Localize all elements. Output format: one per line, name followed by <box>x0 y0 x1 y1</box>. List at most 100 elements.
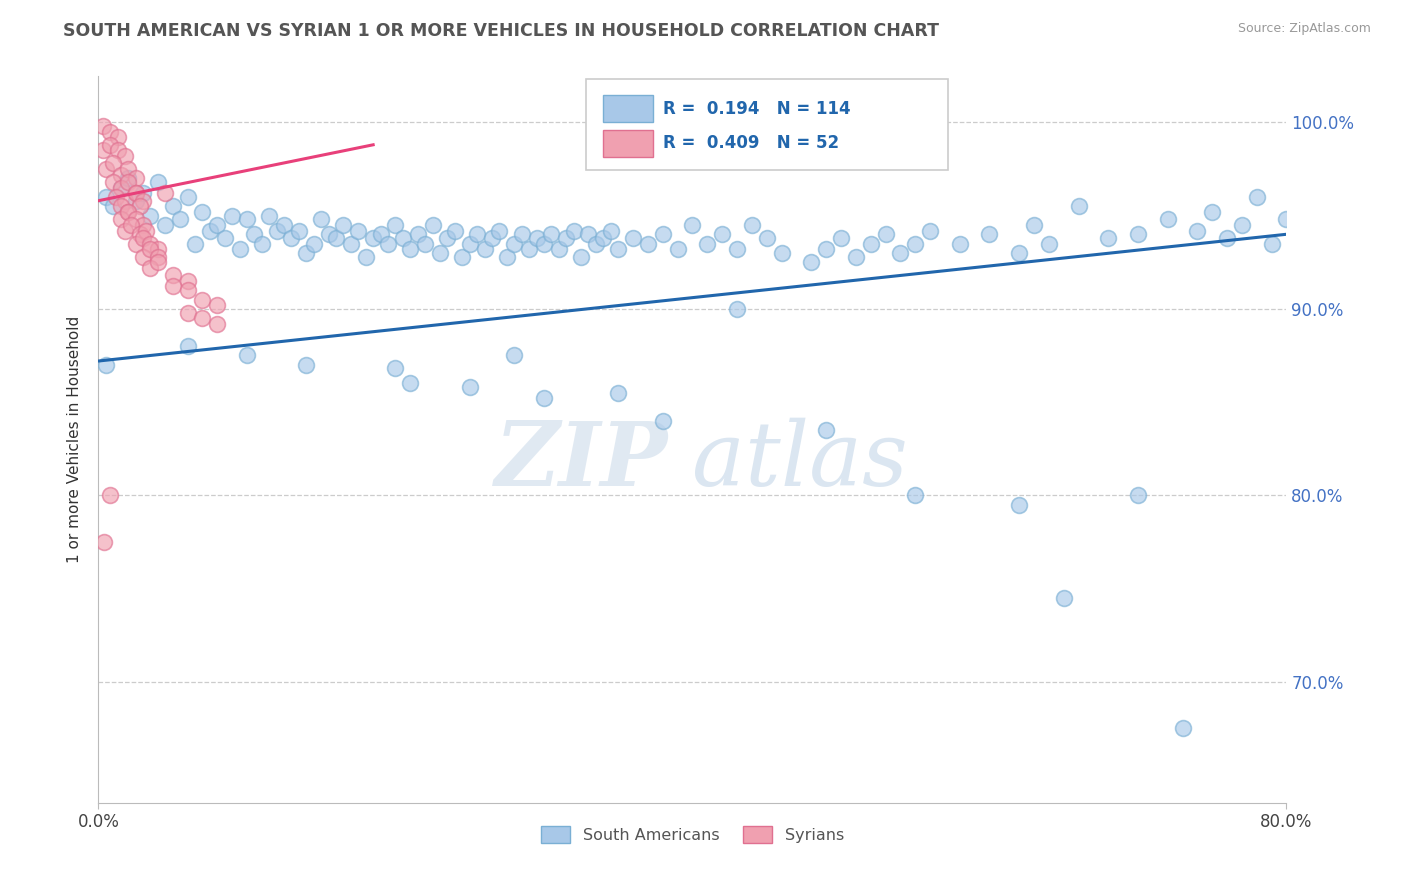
Point <box>228 242 250 256</box>
Point <box>422 218 444 232</box>
Point <box>146 242 169 256</box>
Point <box>443 223 465 237</box>
Point <box>302 236 325 251</box>
Point <box>1216 231 1239 245</box>
Point <box>725 301 748 316</box>
Point <box>904 488 927 502</box>
Point <box>436 231 458 245</box>
Point <box>132 231 155 245</box>
Point <box>124 236 146 251</box>
Point <box>93 534 115 549</box>
Point <box>176 274 198 288</box>
Point <box>236 348 259 362</box>
Point <box>889 246 911 260</box>
Point <box>117 205 139 219</box>
Point <box>904 236 927 251</box>
Point <box>533 236 555 251</box>
Point <box>129 227 152 242</box>
Point <box>517 242 540 256</box>
Point <box>1008 498 1031 512</box>
FancyBboxPatch shape <box>603 95 654 122</box>
Point <box>117 175 139 189</box>
Point <box>1038 236 1060 251</box>
Point <box>124 212 146 227</box>
Point <box>103 156 125 170</box>
Point <box>592 231 614 245</box>
Point <box>555 231 578 245</box>
Point <box>599 223 621 237</box>
Point <box>205 218 228 232</box>
Point <box>458 236 481 251</box>
Point <box>309 212 332 227</box>
Point <box>354 250 377 264</box>
Point <box>1156 212 1178 227</box>
Point <box>1126 227 1149 242</box>
Point <box>139 236 162 251</box>
Point <box>288 223 311 237</box>
Point <box>1053 591 1076 605</box>
Point <box>191 293 214 307</box>
Point <box>295 246 318 260</box>
Point <box>214 231 236 245</box>
Text: atlas: atlas <box>692 417 908 505</box>
Point <box>1305 199 1327 213</box>
Point <box>1260 236 1282 251</box>
Point <box>830 231 852 245</box>
Point <box>110 168 132 182</box>
Point <box>681 218 703 232</box>
Point <box>875 227 897 242</box>
Point <box>481 231 503 245</box>
Point <box>280 231 302 245</box>
Point <box>399 242 422 256</box>
Point <box>384 361 406 376</box>
Point <box>920 223 942 237</box>
Point <box>250 236 273 251</box>
Text: Source: ZipAtlas.com: Source: ZipAtlas.com <box>1237 22 1371 36</box>
Point <box>176 190 198 204</box>
Point <box>474 242 496 256</box>
Point <box>184 236 207 251</box>
Point <box>949 236 972 251</box>
Point <box>392 231 415 245</box>
Point <box>562 223 585 237</box>
Legend: South Americans, Syrians: South Americans, Syrians <box>534 820 851 849</box>
Point <box>578 227 600 242</box>
Point <box>503 348 526 362</box>
Point <box>1187 223 1209 237</box>
Point <box>347 223 370 237</box>
Point <box>429 246 451 260</box>
Point <box>155 218 177 232</box>
Point <box>155 186 177 201</box>
Point <box>98 137 121 152</box>
Point <box>103 199 125 213</box>
Point <box>132 250 155 264</box>
FancyBboxPatch shape <box>603 129 654 157</box>
Point <box>135 223 157 237</box>
Point <box>162 279 184 293</box>
Point <box>585 236 607 251</box>
Point <box>266 223 288 237</box>
Point <box>124 171 146 186</box>
Point <box>1275 212 1298 227</box>
Point <box>110 212 132 227</box>
Point <box>800 255 823 269</box>
Point <box>979 227 1001 242</box>
Point <box>815 423 838 437</box>
Point <box>132 194 155 208</box>
Point <box>451 250 474 264</box>
Point <box>384 218 406 232</box>
Point <box>547 242 569 256</box>
Point <box>406 227 429 242</box>
Point <box>110 199 132 213</box>
Point <box>845 250 868 264</box>
Point <box>332 218 354 232</box>
Point <box>495 250 517 264</box>
Point <box>124 194 146 208</box>
Point <box>1320 231 1343 245</box>
Point <box>162 199 184 213</box>
Point <box>325 231 347 245</box>
Point <box>1291 223 1313 237</box>
Point <box>770 246 793 260</box>
Point <box>273 218 295 232</box>
Point <box>98 488 121 502</box>
